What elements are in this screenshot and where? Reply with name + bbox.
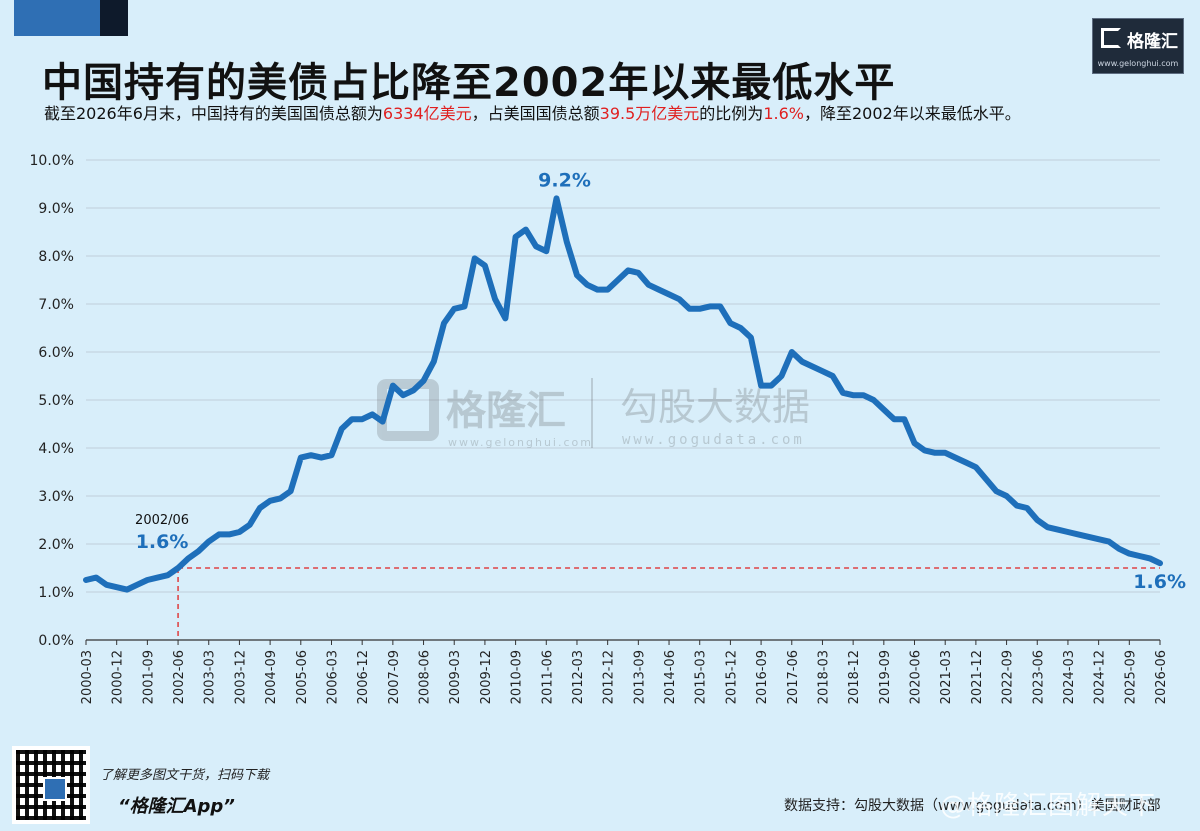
date-label: 2002/06 — [135, 513, 189, 528]
x-tick-label: 2021-12 — [970, 650, 985, 704]
x-tick-label: 2000-03 — [80, 650, 95, 704]
x-tick-label: 2011-06 — [540, 650, 555, 704]
y-tick-label: 5.0% — [38, 393, 74, 409]
watermark-right-url: www.gogudata.com — [622, 432, 805, 448]
x-tick-label: 2016-09 — [755, 650, 770, 704]
x-tick-label: 2003-03 — [203, 650, 218, 704]
y-axis-ticks: 0.0% 1.0% 2.0% 3.0% 4.0% 5.0% 6.0% 7.0% 8.0% 9.0%… — [30, 153, 74, 649]
footer-app-name: “格隆汇App” — [118, 796, 235, 817]
qr-code — [12, 746, 90, 824]
x-tick-label: 2019-09 — [878, 650, 893, 704]
x-tick-label: 2026-06 — [1154, 650, 1169, 704]
x-tick-label: 2009-03 — [448, 650, 463, 704]
x-tick-label: 2013-09 — [632, 650, 647, 704]
x-tick-label: 2005-06 — [295, 650, 310, 704]
data-label: 1.6% — [1133, 571, 1186, 593]
chart-grid — [86, 159, 1160, 641]
x-tick-label: 2006-03 — [325, 650, 340, 704]
x-tick-label: 2022-09 — [1001, 650, 1016, 704]
x-tick-label: 2012-03 — [571, 650, 586, 704]
x-tick-label: 2006-12 — [356, 650, 371, 704]
y-tick-label: 6.0% — [38, 345, 74, 361]
y-tick-label: 8.0% — [38, 249, 74, 265]
x-tick-label: 2002-06 — [172, 650, 187, 704]
overlay-watermark: @格隆汇图解天下 — [940, 791, 1157, 821]
brand-url: www.gelonghui.com — [1097, 59, 1179, 68]
y-tick-label: 0.0% — [38, 633, 74, 649]
x-axis-ticks: 2000-03 2000-12 2001-09 2002-06 2003-03 2003-… — [80, 640, 1169, 704]
y-tick-label: 1.0% — [38, 585, 74, 601]
x-tick-label: 2003-12 — [233, 650, 248, 704]
brand-logo: 格隆汇 www.gelonghui.com — [1092, 18, 1184, 74]
y-tick-label: 2.0% — [38, 537, 74, 553]
y-tick-label: 3.0% — [38, 489, 74, 505]
data-label: 9.2% — [538, 169, 591, 191]
watermark-right-name: 勾股大数据 — [620, 385, 810, 429]
x-tick-label: 2018-03 — [816, 650, 831, 704]
corner-accent-blue — [14, 0, 100, 36]
qr-logo-icon — [43, 777, 67, 801]
x-tick-label: 2023-06 — [1031, 650, 1046, 704]
y-tick-label: 4.0% — [38, 441, 74, 457]
x-tick-label: 2001-09 — [141, 650, 156, 704]
subtitle-text-4: ，降至2002年以来最低水平。 — [803, 104, 1021, 123]
x-tick-label: 2007-09 — [387, 650, 402, 704]
x-tick-label: 2024-03 — [1062, 650, 1077, 704]
watermark-g-icon — [377, 379, 439, 441]
page-title: 中国持有的美债占比降至2002年以来最低水平 — [42, 60, 896, 106]
y-tick-label: 7.0% — [38, 297, 74, 313]
x-tick-label: 2008-06 — [418, 650, 433, 704]
subtitle-highlight-ratio: 1.6% — [763, 104, 804, 123]
reference-lines — [177, 567, 1160, 640]
footer-tagline: 了解更多图文干货，扫码下载 — [100, 768, 270, 783]
data-source: 数据支持：勾股大数据（www.gogudata.com）美国财政部 — [784, 798, 1161, 814]
x-tick-label: 2020-06 — [909, 650, 924, 704]
y-tick-label: 9.0% — [38, 201, 74, 217]
subtitle-text-3: 的比例为 — [699, 104, 764, 123]
x-tick-label: 2018-12 — [847, 650, 862, 704]
data-label: 1.6% — [136, 531, 189, 553]
watermark-left-url: www.gelonghui.com — [448, 436, 593, 449]
series-line — [83, 195, 1163, 593]
x-tick-label: 2004-09 — [264, 650, 279, 704]
x-tick-label: 2017-06 — [786, 650, 801, 704]
x-tick-label: 2024-12 — [1093, 650, 1108, 704]
subtitle-text-1: 截至2026年6月末，中国持有的美国国债总额为 — [44, 104, 383, 123]
subtitle-highlight-holdings: 6334亿美元 — [382, 104, 472, 123]
subtitle-text-2: ，占美国国债总额 — [471, 104, 600, 123]
subtitle-highlight-total: 39.5万亿美元 — [599, 104, 700, 123]
chart-series — [83, 195, 1163, 593]
y-tick-label: 10.0% — [30, 153, 74, 169]
x-tick-label: 2015-12 — [724, 650, 739, 704]
x-tick-label: 2025-09 — [1123, 650, 1138, 704]
brand-g-icon — [1101, 28, 1121, 48]
x-tick-label: 2014-06 — [663, 650, 678, 704]
chart-watermark: 格隆汇 www.gelonghui.com 勾股大数据 www.gogudata… — [377, 378, 810, 449]
brand-name: 格隆汇 — [1127, 32, 1178, 52]
x-tick-label: 2000-12 — [111, 650, 126, 704]
x-tick-label: 2012-12 — [602, 650, 617, 704]
chart-annotations: 9.2% 1.6% 2002/06 1.6% — [135, 169, 1186, 593]
watermark-left-name: 格隆汇 — [446, 388, 566, 434]
x-tick-label: 2021-03 — [939, 650, 954, 704]
x-tick-label: 2009-12 — [479, 650, 494, 704]
corner-accent-dark — [100, 0, 128, 36]
x-tick-label: 2010-09 — [510, 650, 525, 704]
subtitle: 截至2026年6月末，中国持有的美国国债总额为6334亿美元，占美国国债总额39… — [44, 100, 1021, 124]
x-tick-label: 2015-03 — [694, 650, 709, 704]
